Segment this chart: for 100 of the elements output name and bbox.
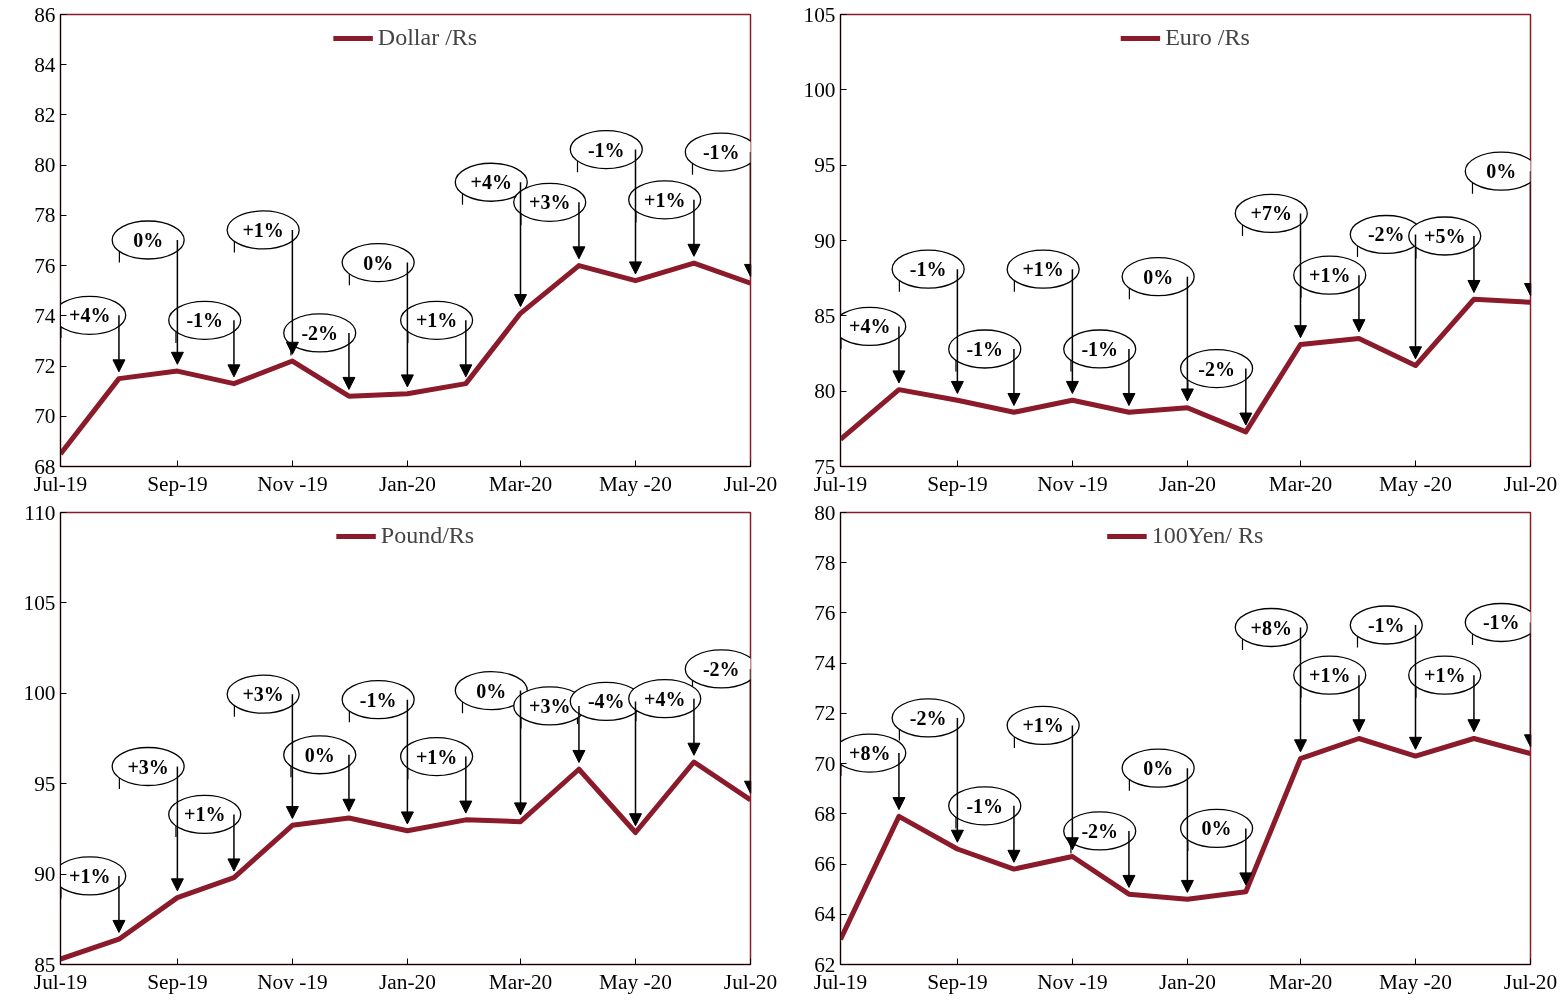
- x-tick-label: Jan-20: [1158, 969, 1216, 994]
- y-tick-label: 74: [814, 651, 836, 676]
- annotation: -1%: [966, 794, 1004, 817]
- x-tick-label: May -20: [1379, 471, 1452, 496]
- annotation: -2%: [909, 706, 947, 729]
- annotation: -1%: [587, 138, 625, 161]
- legend-label: Dollar /Rs: [377, 24, 478, 51]
- x-tick-label: Nov -19: [1037, 471, 1108, 496]
- annotation: 0%: [133, 229, 164, 251]
- y-tick-label: 76: [814, 600, 836, 625]
- x-tick-label: Jan-20: [378, 471, 436, 496]
- x-tick-label: May -20: [599, 969, 672, 994]
- annotation: +4%: [470, 171, 512, 194]
- annotation: +5%: [1424, 224, 1466, 247]
- annotation: -1%: [1367, 614, 1405, 636]
- annotation: +7%: [1250, 202, 1292, 225]
- y-tick-label: 95: [34, 771, 56, 796]
- annotation: +4%: [69, 304, 111, 327]
- x-tick-label: May -20: [599, 471, 672, 496]
- x-tick-label: Jul-20: [723, 471, 778, 496]
- annotation: -1%: [966, 337, 1004, 360]
- annotation: +1%: [1309, 264, 1351, 287]
- x-tick-label: Sep-19: [927, 471, 988, 496]
- annotation: 0%: [304, 743, 335, 766]
- x-tick-label: Mar-20: [1268, 969, 1333, 994]
- y-tick-label: 110: [24, 500, 56, 525]
- annotation: +3%: [529, 191, 571, 214]
- y-tick-label: 100: [803, 77, 836, 102]
- annotation: +1%: [1309, 664, 1351, 687]
- annotation: -2%: [1081, 819, 1119, 842]
- annotation: -2%: [702, 657, 740, 680]
- annotation: -1%: [909, 258, 947, 281]
- y-tick-label: 90: [814, 228, 836, 253]
- x-tick-label: May -20: [1379, 969, 1452, 994]
- annotation: +1%: [644, 188, 686, 211]
- annotation: -1%: [359, 688, 397, 711]
- annotation: 0%: [1486, 160, 1517, 183]
- y-tick-label: 80: [814, 379, 836, 404]
- annotation: +1%: [1022, 714, 1064, 737]
- annotation: +3%: [529, 694, 571, 717]
- y-tick-label: 72: [814, 701, 836, 726]
- y-tick-label: 70: [34, 404, 56, 429]
- x-tick-label: Mar-20: [488, 471, 553, 496]
- y-tick-label: 100: [23, 681, 56, 706]
- x-tick-label: Jan-20: [378, 969, 436, 994]
- annotation: +3%: [127, 755, 169, 778]
- y-tick-label: 82: [34, 102, 56, 127]
- annotation: -1%: [1081, 337, 1119, 360]
- annotation: 0%: [1143, 757, 1174, 780]
- annotation: +1%: [1424, 664, 1466, 687]
- annotation: -2%: [1198, 357, 1235, 380]
- y-tick-label: 85: [814, 303, 836, 328]
- legend-label: Euro /Rs: [1165, 24, 1250, 51]
- x-tick-label: Jul-20: [1503, 471, 1558, 496]
- y-tick-label: 105: [23, 590, 56, 615]
- x-tick-label: Jul-20: [1503, 969, 1558, 994]
- x-tick-label: Nov -19: [257, 471, 328, 496]
- x-tick-label: Jul-20: [723, 969, 778, 994]
- annotation: +1%: [242, 218, 284, 241]
- y-tick-label: 66: [814, 852, 836, 877]
- annotation: -1%: [1482, 611, 1520, 634]
- annotation: +1%: [415, 745, 458, 768]
- y-tick-label: 80: [34, 153, 56, 178]
- annotation: 0%: [1143, 265, 1174, 288]
- x-tick-label: Nov -19: [257, 969, 328, 994]
- y-tick-label: 90: [34, 862, 56, 887]
- annotation: -1%: [702, 141, 740, 164]
- legend-label: Pound/Rs: [380, 522, 475, 549]
- annotation: -1%: [186, 309, 224, 332]
- x-tick-label: Jan-20: [1158, 471, 1216, 496]
- annotation: +4%: [644, 687, 686, 710]
- y-tick-label: 78: [34, 203, 56, 228]
- y-tick-label: 70: [814, 751, 836, 776]
- annotation: +1%: [415, 309, 458, 332]
- y-tick-label: 64: [814, 902, 836, 927]
- annotation: -2%: [1367, 223, 1405, 246]
- x-tick-label: Mar-20: [488, 969, 553, 994]
- annotation: +3%: [242, 683, 284, 706]
- annotation: 0%: [476, 679, 507, 702]
- annotation: +1%: [1022, 258, 1064, 281]
- x-tick-label: Sep-19: [927, 969, 988, 994]
- legend-label: 100Yen/ Rs: [1151, 522, 1264, 549]
- annotation: 0%: [1201, 817, 1232, 840]
- y-tick-label: 68: [814, 801, 836, 826]
- annotation: -4%: [587, 690, 625, 713]
- annotation: +8%: [849, 742, 891, 765]
- y-tick-label: 74: [34, 303, 56, 328]
- annotation: +1%: [184, 803, 226, 826]
- x-tick-label: Sep-19: [147, 969, 208, 994]
- y-tick-label: 80: [814, 500, 836, 525]
- annotation: 0%: [363, 251, 394, 274]
- y-tick-label: 72: [34, 354, 56, 379]
- y-tick-label: 76: [34, 253, 56, 278]
- annotation: +1%: [69, 864, 111, 887]
- annotation: +8%: [1250, 616, 1292, 639]
- y-tick-label: 78: [814, 550, 836, 575]
- annotation: -2%: [301, 321, 339, 344]
- y-tick-label: 84: [34, 52, 56, 77]
- y-tick-label: 105: [803, 2, 836, 27]
- y-tick-label: 86: [34, 2, 56, 27]
